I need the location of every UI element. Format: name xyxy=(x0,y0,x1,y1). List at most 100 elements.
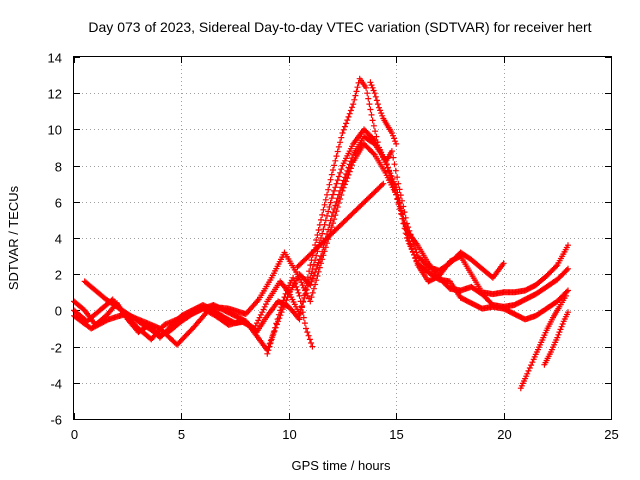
data-point xyxy=(395,180,402,187)
data-point-interp xyxy=(370,122,377,129)
data-point-interp xyxy=(374,101,381,108)
data-point-interp xyxy=(330,191,336,198)
data-point-interp xyxy=(334,148,341,155)
data-point-interp xyxy=(399,215,406,222)
y-tick-label: 10 xyxy=(48,123,62,138)
data-point-interp xyxy=(391,161,398,168)
data-point-interp xyxy=(300,314,307,321)
data-point-interp xyxy=(334,204,341,210)
data-point xyxy=(388,130,395,136)
data-point-interp xyxy=(297,276,303,283)
data-point-interp xyxy=(299,282,306,289)
data-point-interp xyxy=(322,244,329,251)
data-point-interp xyxy=(333,153,340,160)
data-point-interp xyxy=(280,297,287,304)
data-point-interp xyxy=(297,298,304,305)
data-point-interp xyxy=(275,311,282,318)
series-track-h xyxy=(367,79,400,147)
data-point-interp xyxy=(392,138,399,145)
data-point-interp xyxy=(325,208,332,215)
data-point-interp xyxy=(341,123,348,130)
data-point-interp xyxy=(384,164,391,171)
data-point xyxy=(376,104,382,111)
data-point-interp xyxy=(405,237,412,244)
data-point-interp xyxy=(300,284,307,291)
y-tick-label: -4 xyxy=(50,377,62,392)
data-point-interp xyxy=(366,101,373,108)
data-point-interp xyxy=(335,143,342,150)
data-point-interp xyxy=(383,161,390,167)
data-point-interp xyxy=(354,84,361,91)
data-point xyxy=(562,292,569,299)
series-track-f xyxy=(541,309,571,368)
data-point-interp xyxy=(401,219,408,226)
data-point-interp xyxy=(379,181,385,188)
data-point-interp xyxy=(291,277,298,284)
x-tick-label: 0 xyxy=(71,427,78,442)
data-point-interp xyxy=(281,294,288,301)
data-point-interp xyxy=(346,168,353,175)
data-point xyxy=(277,307,284,314)
y-axis-label: SDTVAR / TECUs xyxy=(6,185,21,290)
data-point-interp xyxy=(330,220,336,227)
data-point-interp xyxy=(331,187,338,194)
data-point-interp xyxy=(392,167,399,174)
data-point-interp xyxy=(345,113,352,120)
data-point-interp xyxy=(310,285,317,292)
data-point-interp xyxy=(338,134,345,141)
data-point-interp xyxy=(398,210,404,217)
data-point xyxy=(264,350,271,357)
data-point-interp xyxy=(319,211,326,218)
data-point xyxy=(554,334,561,341)
data-point-interp xyxy=(308,278,315,285)
data-point-interp xyxy=(279,300,286,307)
data-point xyxy=(309,343,316,350)
data-point-interp xyxy=(309,275,316,282)
data-point-interp xyxy=(310,261,317,268)
data-point-interp xyxy=(301,294,308,301)
data-point-interp xyxy=(338,166,345,173)
data-point-interp xyxy=(332,184,339,191)
data-point-interp xyxy=(563,288,570,295)
data-point-interp xyxy=(332,212,339,219)
data-point-interp xyxy=(401,225,408,232)
data-point-interp xyxy=(340,126,347,133)
data-point xyxy=(318,260,324,267)
data-point-interp xyxy=(347,165,354,172)
data-point-interp xyxy=(320,206,327,213)
data-point-interp xyxy=(316,264,323,271)
data-point xyxy=(296,311,303,317)
data-point-interp xyxy=(352,92,359,99)
data-point-interp xyxy=(343,178,350,185)
y-tick-label: 12 xyxy=(48,87,62,102)
data-point-interp xyxy=(312,281,319,288)
data-point-interp xyxy=(305,332,312,339)
data-point-interp xyxy=(525,367,532,374)
data-point-interp xyxy=(304,292,311,299)
data-point-interp xyxy=(314,273,321,279)
data-point-interp xyxy=(308,340,315,346)
data-point-interp xyxy=(367,106,374,113)
data-point-interp xyxy=(261,303,268,310)
y-tick-label: 14 xyxy=(48,51,62,66)
data-point-interp xyxy=(411,251,418,258)
data-point-interp xyxy=(334,177,341,184)
x-tick-labels: 0 5 10 15 20 25 xyxy=(71,427,619,442)
data-point-interp xyxy=(369,84,376,91)
data-point-interp xyxy=(313,237,320,243)
data-point xyxy=(380,180,387,187)
x-tick-label: 10 xyxy=(282,427,296,442)
data-point-interp xyxy=(332,157,339,164)
data-point-interp xyxy=(377,107,384,114)
data-point-interp xyxy=(337,196,344,202)
data-point-interp xyxy=(319,256,326,263)
data-point-interp xyxy=(295,289,302,296)
data-point-interp xyxy=(294,286,301,293)
data-point-interp xyxy=(304,329,311,336)
data-point-interp xyxy=(330,167,336,173)
data-point-interp xyxy=(267,340,274,346)
y-tick-labels: -6 -4 -2 0 2 4 6 8 10 12 14 xyxy=(48,51,62,428)
data-point-interp xyxy=(273,320,280,327)
data-point-interp xyxy=(365,95,372,102)
data-point-interp xyxy=(333,180,340,187)
